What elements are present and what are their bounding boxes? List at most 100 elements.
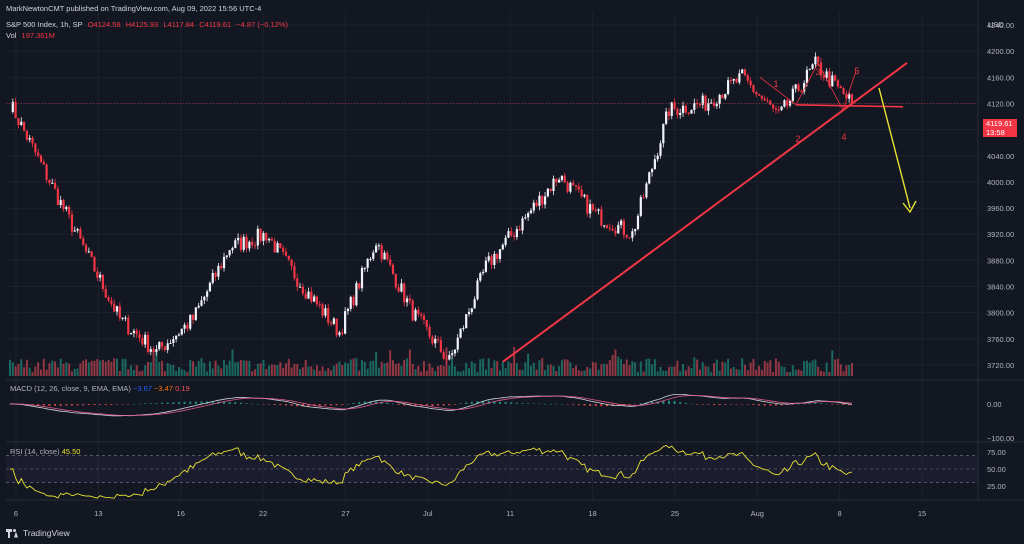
candle-body bbox=[504, 237, 507, 245]
candle-body bbox=[732, 78, 735, 81]
volume-bar bbox=[296, 364, 299, 376]
volume-bar bbox=[239, 359, 242, 376]
volume-bar bbox=[352, 358, 355, 376]
macd-histogram-bar bbox=[713, 404, 716, 406]
candle-body bbox=[774, 108, 778, 110]
candle-body bbox=[48, 179, 51, 184]
candle-body bbox=[414, 309, 417, 321]
macd-histogram-bar bbox=[667, 400, 670, 404]
macd-title[interactable]: MACD (12, 26, close, 9, EMA, EMA) bbox=[10, 384, 131, 393]
volume-bar bbox=[836, 358, 839, 376]
macd-histogram-bar bbox=[127, 404, 130, 405]
candle-body bbox=[631, 231, 634, 238]
volume-bar bbox=[101, 359, 104, 376]
candle-body bbox=[558, 179, 561, 183]
volume-bar bbox=[217, 365, 220, 376]
time-tick-label: 11 bbox=[506, 509, 514, 518]
candle-body bbox=[597, 209, 600, 211]
macd-histogram-bar bbox=[144, 403, 147, 404]
price-tick-label: 3880.00 bbox=[987, 256, 1014, 265]
candle-body bbox=[62, 199, 65, 210]
macd-histogram-bar bbox=[251, 403, 254, 405]
volume-bar bbox=[113, 358, 116, 376]
macd-histogram-bar bbox=[718, 404, 721, 405]
price-tick-label: 3960.00 bbox=[987, 204, 1014, 213]
candle-body bbox=[693, 103, 696, 110]
volume-bar bbox=[774, 358, 777, 376]
candle-body bbox=[822, 75, 825, 78]
volume-bar bbox=[96, 359, 99, 376]
volume-bar bbox=[116, 358, 119, 376]
tradingview-footer[interactable]: TradingView bbox=[6, 528, 70, 538]
symbol-name[interactable]: S&P 500 Index, 1h, SP bbox=[6, 20, 83, 29]
volume-bar bbox=[786, 371, 789, 376]
volume-bar bbox=[577, 370, 580, 376]
volume-bar bbox=[698, 369, 701, 376]
volume-bar bbox=[727, 358, 730, 376]
candle-body bbox=[448, 355, 451, 360]
macd-histogram-bar bbox=[465, 402, 468, 404]
volume-bar bbox=[532, 362, 535, 376]
macd-histogram-bar bbox=[42, 404, 45, 406]
candle-body bbox=[481, 271, 485, 274]
macd-histogram-bar bbox=[346, 403, 349, 405]
volume-bar bbox=[279, 362, 282, 376]
volume-bar bbox=[152, 351, 155, 376]
candle-body bbox=[619, 220, 623, 225]
macd-histogram-bar bbox=[448, 404, 451, 406]
volume-bar bbox=[439, 364, 442, 376]
volume-bar bbox=[651, 364, 654, 376]
volume-bar bbox=[169, 364, 172, 376]
volume-bar bbox=[192, 361, 195, 376]
volume-bar bbox=[611, 354, 614, 376]
candle-body bbox=[87, 251, 90, 253]
rsi-pane: 75.00 50.00 25.00 bbox=[6, 444, 1006, 499]
volume-bar bbox=[828, 371, 831, 376]
macd-histogram-bar bbox=[301, 404, 304, 407]
macd-histogram-bar bbox=[741, 404, 744, 405]
macd-histogram-bar bbox=[774, 404, 777, 406]
volume-bar bbox=[656, 371, 659, 376]
currency-label: USD bbox=[988, 20, 1004, 29]
volume-bar bbox=[344, 362, 347, 376]
candle-body bbox=[459, 328, 462, 338]
volume-bar bbox=[200, 358, 203, 376]
candle-body bbox=[848, 94, 851, 99]
volume-bars bbox=[9, 346, 853, 376]
volume-bar bbox=[37, 362, 40, 376]
volume-bar bbox=[766, 362, 769, 376]
volume-bar bbox=[470, 361, 473, 376]
candle-body bbox=[121, 317, 124, 319]
rsi-legend: RSI (14, close) 45.50 bbox=[10, 447, 80, 456]
volume-bar bbox=[158, 362, 161, 376]
volume-bar bbox=[408, 349, 411, 376]
candle-body bbox=[405, 298, 409, 303]
candle-body bbox=[667, 111, 671, 116]
volume-bar bbox=[679, 371, 682, 376]
candle-body bbox=[70, 214, 74, 232]
macd-histogram-bar bbox=[93, 404, 96, 406]
volume-bar bbox=[620, 359, 623, 376]
candle-body bbox=[180, 328, 183, 335]
price-candles bbox=[11, 52, 854, 363]
macd-histogram-bar bbox=[194, 401, 197, 404]
candle-body bbox=[389, 259, 392, 265]
candle-body bbox=[639, 197, 642, 216]
candle-body bbox=[434, 338, 437, 344]
volume-bar bbox=[842, 371, 845, 376]
candle-body bbox=[267, 238, 271, 241]
volume-bar bbox=[313, 369, 316, 376]
volume-bar bbox=[9, 359, 11, 376]
volume-bar bbox=[569, 362, 572, 376]
volume-bar bbox=[513, 346, 516, 376]
volume-bar bbox=[811, 360, 814, 376]
macd-histogram-bar bbox=[527, 403, 530, 404]
macd-histogram-bar bbox=[549, 403, 552, 405]
volume-bar bbox=[203, 363, 206, 376]
volume-bar bbox=[39, 369, 42, 376]
wave-label: 2 bbox=[795, 134, 800, 144]
rsi-title[interactable]: RSI (14, close) bbox=[10, 447, 60, 456]
candle-body bbox=[653, 159, 656, 170]
macd-histogram-bar bbox=[662, 400, 665, 404]
